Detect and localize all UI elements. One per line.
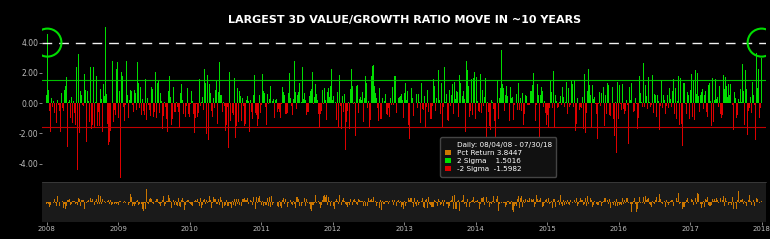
Title: LARGEST 3D VALUE/GROWTH RATIO MOVE IN ~10 YEARS: LARGEST 3D VALUE/GROWTH RATIO MOVE IN ~1… bbox=[228, 15, 581, 25]
Legend: Daily: 08/04/08 - 07/30/18, Pct Return 3.8447, 2 Sigma    1.5016, -2 Sigma  -1.5: Daily: 08/04/08 - 07/30/18, Pct Return 3… bbox=[440, 137, 557, 177]
